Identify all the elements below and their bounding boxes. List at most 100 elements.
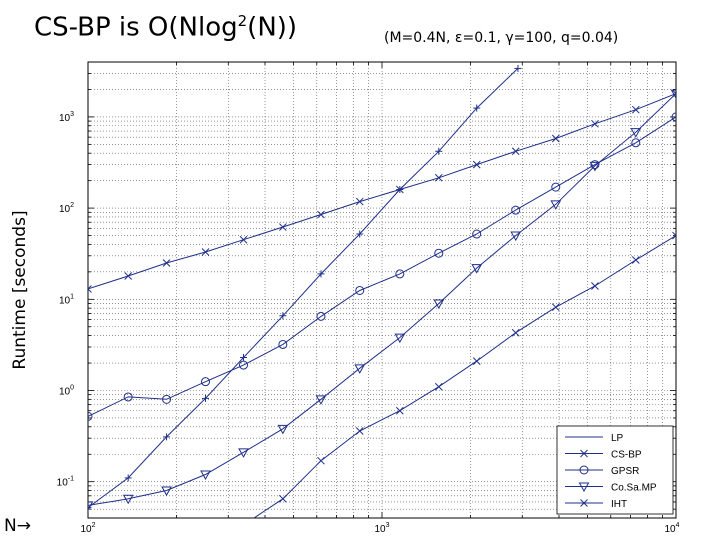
data-point-iht (472, 160, 481, 169)
series-iht (88, 89, 676, 293)
data-point-iht (434, 173, 443, 182)
legend-marker (578, 482, 590, 493)
marker-stroke (355, 285, 365, 295)
data-point-lp (435, 147, 443, 155)
data-point-gpsr (316, 311, 326, 321)
data-point-lp (202, 394, 210, 402)
marker-stroke (239, 235, 248, 244)
y-tick-label: 100 (59, 385, 74, 398)
marker-stroke (277, 424, 289, 435)
legend-item: LP (565, 433, 624, 444)
legend-label: Co.Sa.MP (611, 483, 657, 494)
series-line-cs-bp (253, 235, 676, 518)
data-point-cosamp (315, 395, 327, 405)
marker-stroke (434, 382, 443, 391)
marker-stroke (239, 360, 249, 370)
marker-stroke (355, 197, 364, 206)
title-prefix: CS-BP is O(Nlog (34, 12, 238, 43)
marker-stroke (551, 134, 560, 143)
marker-stroke (162, 394, 172, 404)
marker-stroke (672, 234, 676, 240)
marker-stroke (511, 328, 520, 337)
marker-stroke (471, 264, 483, 274)
legend-marker (579, 465, 589, 475)
data-point-cosamp (354, 364, 366, 374)
data-point-cosamp (200, 470, 211, 481)
marker-stroke (162, 259, 171, 267)
marker-stroke (88, 288, 92, 293)
marker-stroke (671, 112, 676, 122)
data-point-gpsr (434, 248, 444, 258)
marker-stroke (278, 494, 287, 503)
marker-stroke (672, 231, 676, 237)
data-point-iht (239, 235, 248, 244)
marker-stroke (161, 486, 172, 497)
marker-stroke (394, 333, 406, 344)
data-point-gpsr (395, 269, 405, 279)
data-point-cs-bp (395, 406, 404, 415)
marker-stroke (590, 160, 600, 170)
marker-stroke (472, 357, 481, 365)
marker-stroke (510, 231, 522, 242)
data-point-cosamp (122, 494, 134, 505)
marker-stroke (317, 456, 325, 465)
y-tick-label: 102 (59, 202, 74, 215)
legend-label: GPSR (611, 466, 639, 477)
marker-stroke (241, 521, 248, 528)
data-point-cs-bp (241, 521, 248, 528)
data-point-iht (551, 134, 560, 143)
legend-item: Co.Sa.MP (565, 482, 657, 494)
data-point-iht (201, 248, 210, 256)
data-point-iht (511, 147, 520, 156)
data-point-iht (162, 259, 171, 267)
marker-stroke (589, 161, 601, 172)
tick-marks (87, 61, 677, 519)
data-point-cosamp (88, 501, 94, 511)
marker-stroke (551, 303, 560, 312)
data-point-iht (355, 197, 364, 206)
n-axis-label: N→ (4, 516, 31, 536)
data-point-cosamp (161, 486, 172, 497)
marker-stroke (355, 427, 364, 435)
marker-stroke (434, 248, 444, 258)
data-point-iht (317, 210, 325, 219)
data-point-cosamp (277, 424, 289, 435)
series-gpsr (88, 112, 676, 421)
x-tick-label: 104 (664, 522, 679, 535)
legend-label: CS-BP (611, 450, 642, 461)
marker-stroke (317, 210, 325, 219)
data-point-lp (514, 64, 522, 72)
data-point-gpsr (278, 339, 288, 349)
data-point-cs-bp (631, 256, 640, 264)
series-line-lp (88, 68, 519, 509)
marker-stroke (201, 248, 210, 256)
legend-label: IHT (611, 499, 627, 510)
data-point-iht (124, 272, 133, 280)
grid (87, 61, 677, 519)
marker-stroke (578, 482, 590, 493)
marker-stroke (123, 392, 133, 402)
data-point-cosamp (471, 264, 483, 274)
y-tick-label: 101 (59, 293, 74, 306)
data-point-cosamp (433, 299, 445, 310)
marker-stroke (580, 499, 588, 507)
marker-stroke (316, 311, 326, 321)
marker-stroke (511, 205, 521, 215)
marker-stroke (122, 494, 134, 505)
legend-item: CS-BP (565, 450, 642, 461)
series-cosamp (88, 89, 676, 511)
marker-stroke (278, 223, 287, 231)
marker-stroke (631, 105, 640, 114)
data-point-cs-bp (672, 231, 676, 240)
marker-stroke (354, 364, 366, 374)
data-point-gpsr (123, 392, 133, 402)
data-point-lp (473, 104, 481, 112)
data-point-iht (591, 119, 599, 128)
data-point-cosamp (589, 161, 601, 172)
data-point-cs-bp (591, 282, 599, 290)
y-tick-label: 103 (59, 111, 74, 124)
legend: LP CS-BP GPSR Co.Sa.MP IHT (556, 425, 674, 515)
marker-stroke (88, 411, 93, 421)
data-point-lp (163, 433, 171, 441)
data-point-gpsr (472, 229, 482, 239)
